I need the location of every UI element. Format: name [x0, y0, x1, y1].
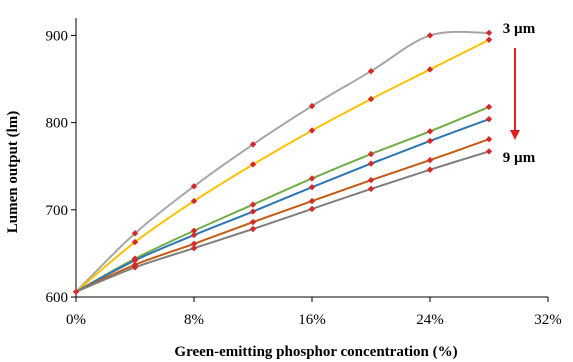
- data-point-series-5: [190, 240, 198, 248]
- series-line-5: [75, 138, 490, 293]
- x-tick-label: 0%: [66, 312, 86, 328]
- x-tick-label: 32%: [534, 312, 562, 328]
- data-point-series-4: [131, 257, 139, 264]
- data-point-series-5: [249, 218, 257, 226]
- series-line-3: [75, 106, 490, 293]
- data-point-series-1: [190, 183, 198, 190]
- data-point-series-5: [485, 135, 493, 143]
- data-point-series-2: [426, 66, 434, 73]
- markers-layer: [72, 29, 493, 295]
- x-tick-label: 8%: [184, 312, 204, 328]
- data-point-series-1: [426, 32, 434, 39]
- data-point-series-5: [308, 197, 316, 205]
- data-point-series-6: [426, 166, 434, 173]
- data-point-series-3: [308, 175, 316, 182]
- thickness-annotation: 3 µm 9 µm: [503, 21, 536, 166]
- data-point-series-2: [367, 95, 375, 103]
- data-point-series-6: [190, 244, 198, 252]
- y-tick-label: 800: [46, 116, 69, 132]
- y-tick-label: 900: [46, 28, 69, 44]
- data-point-series-1: [367, 67, 375, 75]
- data-point-series-1: [308, 102, 316, 110]
- data-point-series-3: [426, 128, 434, 135]
- data-point-series-3: [190, 227, 198, 234]
- data-point-series-4: [308, 183, 316, 191]
- data-point-series-4: [190, 231, 198, 239]
- x-tick-label: 24%: [416, 312, 444, 328]
- data-point-series-4: [426, 137, 434, 145]
- data-point-series-1: [249, 141, 257, 148]
- ticks-layer: 600 700 800 900 0% 8% 16% 24% 32%: [46, 28, 562, 328]
- series-line-6: [75, 150, 490, 293]
- data-point-series-1: [485, 29, 493, 37]
- data-point-series-4: [485, 115, 493, 123]
- data-point-series-2: [131, 238, 139, 246]
- series-layer: [75, 30, 490, 293]
- data-point-series-2: [249, 161, 257, 168]
- data-point-series-5: [367, 176, 375, 184]
- y-tick-label: 600: [46, 290, 69, 306]
- data-point-series-3: [249, 201, 257, 208]
- data-point-series-6: [485, 148, 493, 155]
- data-point-origin: [72, 288, 80, 295]
- data-point-series-4: [367, 160, 375, 167]
- data-point-series-2: [485, 36, 493, 43]
- annotation-9um: 9 µm: [503, 150, 536, 166]
- series-line-2: [75, 38, 490, 293]
- data-point-series-1: [131, 230, 139, 237]
- data-point-series-2: [190, 197, 198, 205]
- data-point-series-4: [249, 208, 257, 215]
- data-point-series-6: [249, 225, 257, 233]
- x-tick-label: 16%: [298, 312, 326, 328]
- data-point-series-3: [367, 150, 375, 158]
- y-axis-title: Lumen output (lm): [5, 111, 21, 234]
- data-point-series-6: [308, 205, 316, 213]
- data-point-series-6: [131, 264, 139, 271]
- x-axis-title: Green-emitting phosphor concentration (%…: [174, 344, 457, 360]
- data-point-series-2: [308, 127, 316, 134]
- y-tick-label: 700: [46, 203, 69, 219]
- annotation-3um: 3 µm: [503, 21, 536, 37]
- data-point-series-5: [426, 156, 434, 164]
- data-point-series-3: [485, 103, 493, 111]
- annotation-arrow-head: [510, 130, 520, 140]
- data-point-series-6: [367, 185, 375, 193]
